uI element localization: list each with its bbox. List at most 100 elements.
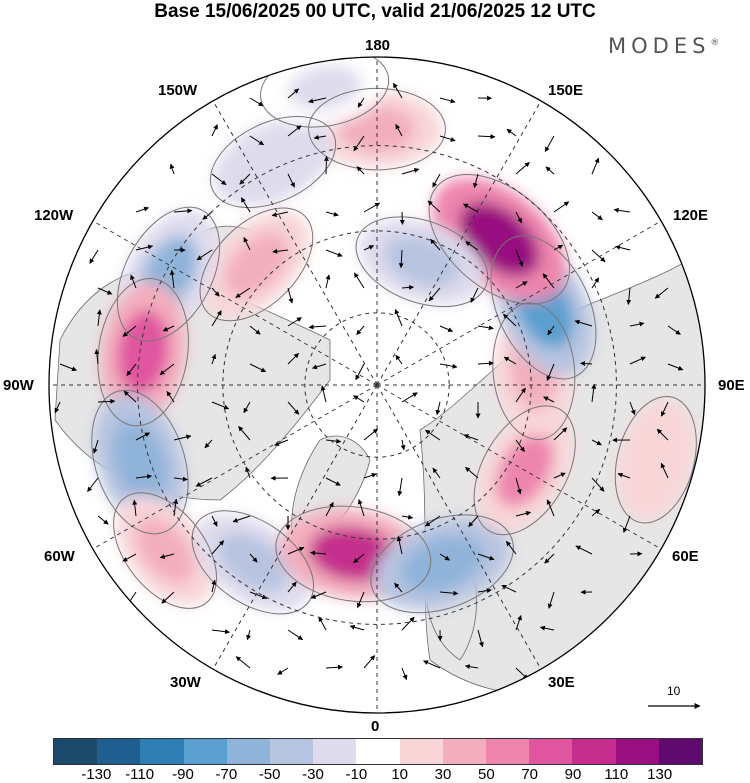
reference-vector-label: 10 [667, 684, 681, 698]
colorbar-swatch [313, 739, 357, 764]
colorbar-swatch [54, 739, 98, 764]
wind-vector [439, 97, 456, 104]
wind-vector [546, 499, 555, 517]
colorbar-tick-label: 70 [521, 766, 538, 783]
map-disk [49, 57, 705, 713]
wind-vector [656, 428, 669, 441]
colorbar-tick-label: -110 [125, 766, 155, 783]
wind-vector [135, 206, 150, 213]
wind-vector [667, 363, 684, 371]
wind-vector [401, 168, 420, 175]
wind-vector [424, 515, 441, 527]
wind-vector [591, 157, 600, 175]
colorbar-tick-label: 110 [604, 766, 629, 783]
colorbar-tick-label: -70 [215, 766, 238, 783]
wind-vector [392, 82, 403, 99]
lon-label-120w: 120W [34, 207, 74, 224]
wind-vector [287, 125, 302, 137]
wind-vector [92, 439, 99, 454]
wind-vector [159, 363, 175, 376]
anomaly-cell-core [309, 526, 398, 582]
wind-vector [544, 553, 555, 564]
wind-vector [196, 249, 213, 261]
graticule [49, 57, 705, 713]
wind-vector [325, 274, 331, 289]
wind-vector [353, 395, 365, 403]
wind-vector [477, 134, 496, 140]
wind-vector [439, 590, 459, 596]
colorbar-swatch [486, 739, 530, 764]
meridian-line [376, 384, 542, 670]
wind-vector [580, 361, 593, 367]
wind-vector [591, 477, 605, 492]
colorbar-tick-label: 30 [434, 766, 452, 783]
wind-vector [543, 396, 555, 403]
wind-vector [272, 248, 289, 254]
wind-vector [310, 591, 327, 599]
wind-vector [465, 241, 479, 251]
wind-vector [539, 625, 555, 631]
wind-vector [274, 439, 289, 446]
wind-vector [477, 325, 494, 331]
wind-vector [54, 401, 61, 414]
colorbar-swatch [442, 739, 487, 764]
wind-vector [401, 514, 414, 520]
wind-vector [401, 392, 418, 403]
wind-vector [363, 655, 376, 669]
colorbar-swatch [658, 739, 703, 764]
wind-vector [506, 128, 517, 137]
anomaly-contour [490, 235, 597, 380]
wind-vector [287, 581, 297, 593]
wind-vector [547, 591, 555, 609]
colorbar-swatch [183, 739, 227, 764]
wind-vector [287, 173, 295, 188]
wind-vector [464, 466, 479, 479]
wind-vector [287, 317, 302, 327]
wind-vector [553, 201, 570, 213]
anomaly-contour [492, 302, 576, 441]
wind-vector [59, 363, 77, 372]
anomaly-cell-core [384, 236, 460, 288]
colorbar-tick-label: 10 [391, 766, 408, 783]
wind-vector [355, 363, 365, 381]
lon-label-0: 0 [371, 718, 380, 735]
wind-vector [308, 97, 327, 104]
wind-vector [542, 273, 555, 289]
wind-vector [396, 536, 403, 555]
wind-vector [132, 499, 138, 517]
wind-vector [240, 197, 251, 213]
wind-vector [159, 553, 175, 559]
wind-vector [353, 135, 365, 152]
wind-vector [439, 325, 454, 332]
colorbar-tick-label: -50 [258, 766, 281, 783]
wind-vector [622, 515, 631, 533]
brand-name: MODES [608, 34, 711, 58]
wind-vector [211, 515, 218, 527]
wind-vector [515, 510, 532, 517]
wind-vector [287, 287, 294, 304]
colorbar-swatch [356, 739, 400, 764]
wind-vector [501, 584, 517, 593]
wind-vector [629, 401, 636, 416]
lon-label-150w: 150W [158, 82, 198, 99]
wind-vector [468, 515, 479, 528]
wind-vector [435, 401, 441, 416]
wind-vector [249, 553, 258, 563]
wind-vector [545, 166, 555, 175]
wind-vector [395, 354, 403, 365]
lon-label-90e: 90E [718, 377, 745, 394]
anomaly-cell-core [288, 65, 362, 111]
wind-vector [323, 155, 329, 175]
wind-vector [591, 508, 601, 517]
wind-vector [308, 324, 327, 330]
wind-vector [515, 387, 526, 403]
anomaly-contour [275, 505, 432, 603]
wind-vector [463, 434, 479, 441]
wind-vector [432, 467, 441, 479]
brand-logo: MODES® [608, 34, 719, 58]
wind-vector [626, 287, 632, 305]
wind-vector [313, 134, 327, 140]
wind-vectors [54, 57, 697, 680]
wind-vector [423, 660, 441, 669]
wind-vector [401, 616, 415, 631]
